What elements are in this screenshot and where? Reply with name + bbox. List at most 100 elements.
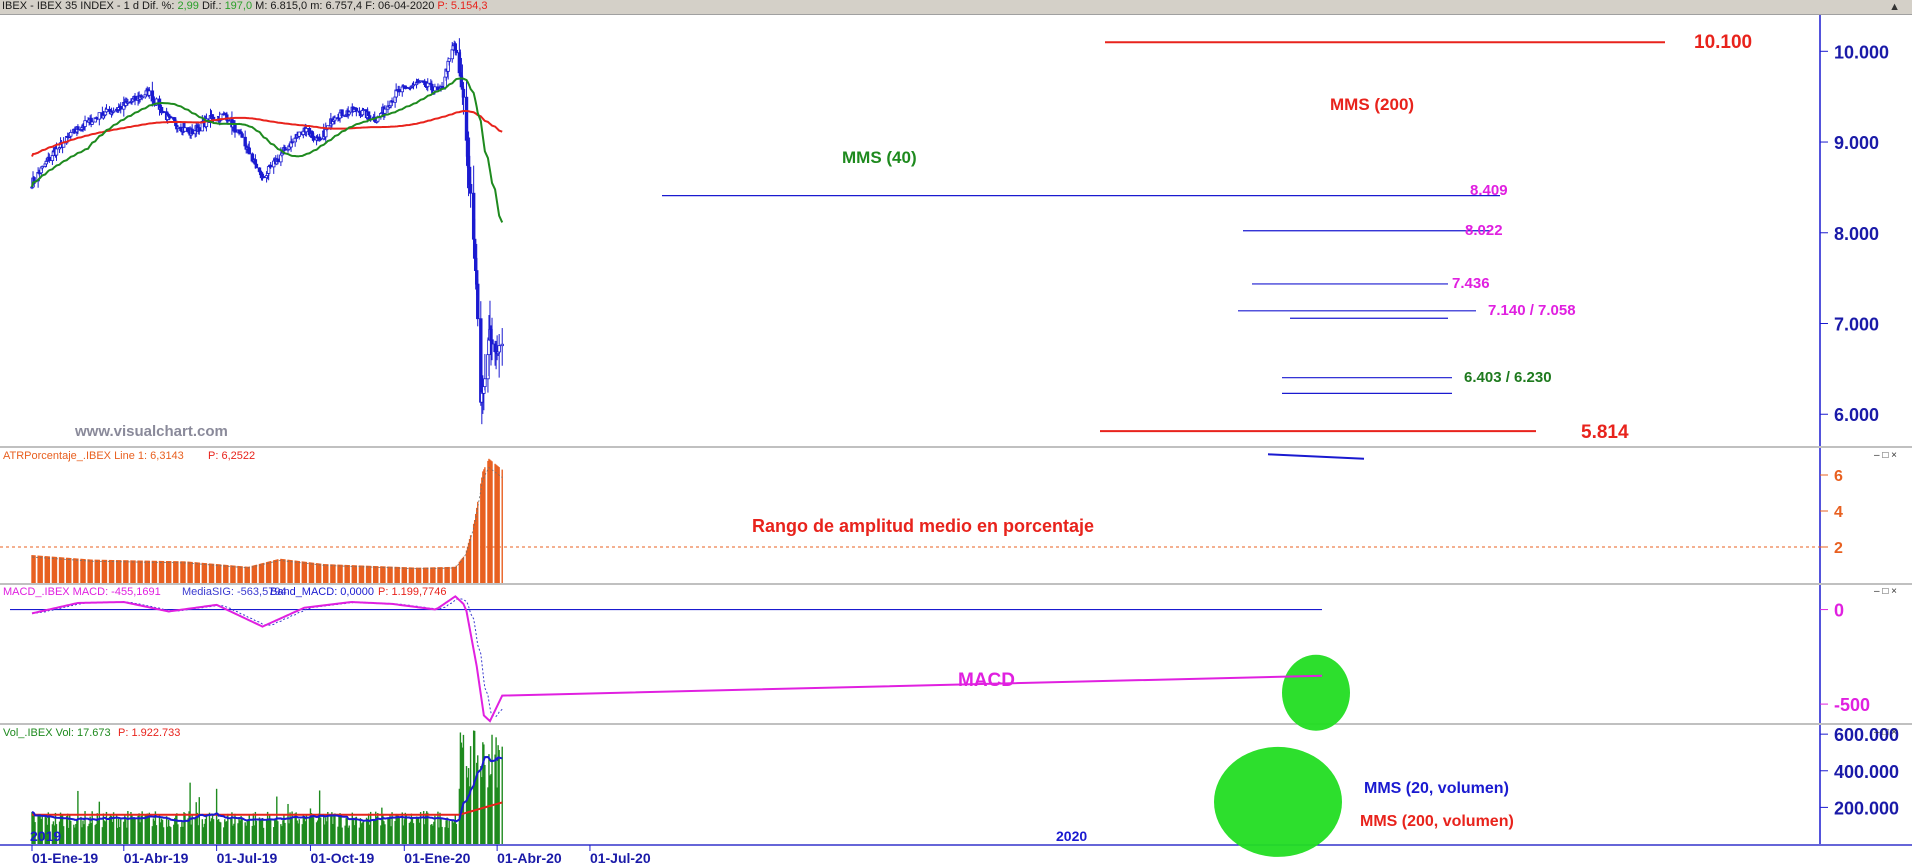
atr-signal-line [31,466,503,570]
y-tick-label: 200.000 [1834,798,1899,818]
macd-header-label: MACD_.IBEX MACD: -455,1691 [3,586,161,598]
candle [461,82,466,115]
candle [140,94,144,101]
candle [197,124,201,135]
candle [147,87,151,99]
x-tick-label: 01-Jul-20 [590,850,651,866]
close-icon[interactable]: × [1891,727,1898,738]
candle [311,131,316,143]
year-label-2020: 2020 [1056,828,1087,844]
level-label: 8.409 [1470,182,1508,199]
x-tick-label: 01-Jul-19 [217,850,278,866]
minimize-icon[interactable]: – [1874,586,1880,597]
candle [490,317,494,361]
y-tick-label: 2 [1834,540,1843,557]
watermark: www.visualchart.com [74,423,228,440]
year-label-2019: 2019 [30,828,61,844]
y-tick-label: 10.000 [1834,42,1889,62]
candle [411,81,416,90]
candle [69,129,73,140]
x-tick-label: 01-Abr-20 [497,850,562,866]
candle [404,85,409,90]
candle [397,85,401,96]
maximize-icon[interactable]: □ [1882,450,1889,461]
candle [90,119,94,125]
minimize-icon[interactable]: – [1874,727,1880,738]
candle [111,107,116,114]
atr-panel-controls[interactable]: – □ × [1874,450,1897,461]
candle [204,113,209,132]
chart-header: IBEX - IBEX 35 INDEX - 1 d Dif. %: 2,99 … [0,0,1912,15]
scroll-up-icon[interactable]: ▲ [1889,1,1900,13]
y-tick-label: -500 [1834,695,1870,715]
dif-label: Dif.: [201,0,222,12]
atr-bars [31,458,503,583]
candle [440,82,444,89]
candle [347,111,351,117]
mms200-line [31,110,503,157]
y-tick-label: 7.000 [1834,315,1879,335]
macd-signal-line [31,598,503,717]
candle [333,115,337,125]
price-panel: 10.000 9.000 8.000 7.000 6.000 10.100 8.409 8.0… [30,32,1889,443]
candle [500,328,504,366]
candle [276,154,280,164]
symbol-label: IBEX - IBEX 35 INDEX - 1 d Dif. %: [2,0,175,12]
volume-panel-controls[interactable]: – □ × [1874,727,1897,738]
volume-header-p: P: 1.922.733 [118,727,180,739]
x-tick-label: 01-Ene-19 [32,850,98,866]
macd-line [31,595,1323,723]
candle [340,109,344,118]
y-tick-label: 600.000 [1834,725,1899,745]
macd-panel: 0 -500 [10,595,1870,731]
vol-mms200-line [32,801,503,816]
candle [247,141,251,155]
candle [240,132,244,139]
y-tick-label: 9.000 [1834,133,1879,153]
macd-highlight-ellipse [1282,654,1350,731]
vol-mm20-annotation: MMS (20, volumen) [1364,780,1509,797]
atr-panel: 6 4 2 [0,453,1843,583]
mms40-line [31,77,504,223]
candle [119,102,123,114]
vol-mms20-line [31,756,503,823]
y-tick-label: 4 [1834,504,1843,521]
candle [176,125,180,133]
candle [354,107,359,117]
minimize-icon[interactable]: – [1874,450,1880,461]
candle [390,97,394,106]
y-tick-label: 400.000 [1834,762,1899,782]
candle [254,159,259,169]
dif-value: 197,0 [224,0,253,12]
close-icon[interactable]: × [1891,586,1898,597]
maximize-icon[interactable]: □ [1882,727,1889,738]
candle [169,115,173,119]
candle [468,176,473,208]
maximize-icon[interactable]: □ [1882,586,1889,597]
candle [454,49,459,56]
x-tick-label: 01-Oct-19 [310,850,374,866]
level-label: 8.022 [1465,222,1503,239]
macd-annotation: MACD [958,670,1015,691]
x-tick-label: 01-Abr-19 [124,850,189,866]
y-tick-label: 8.000 [1834,224,1879,244]
close-icon[interactable]: × [1891,450,1898,461]
volume-bars [31,730,503,844]
candle [297,131,301,140]
level-label: 7.436 [1452,275,1490,292]
candle [218,113,223,123]
y-tick-label: 6 [1834,468,1843,485]
candle [483,354,487,391]
ohlc-values: M: 6.815,0 m: 6.757,4 F: 06-04-2020 [255,0,435,12]
level-label: 6.403 / 6.230 [1464,369,1552,386]
candle [283,145,287,152]
x-tick-label: 01-Ene-20 [404,850,470,866]
candle [418,80,423,83]
macd-header-sig: MediaSIG: -563,5794 [182,586,287,598]
candle [290,138,294,145]
macd-panel-controls[interactable]: – □ × [1874,586,1897,597]
mms200-annotation: MMS (200) [1330,95,1414,114]
candle [268,161,273,169]
